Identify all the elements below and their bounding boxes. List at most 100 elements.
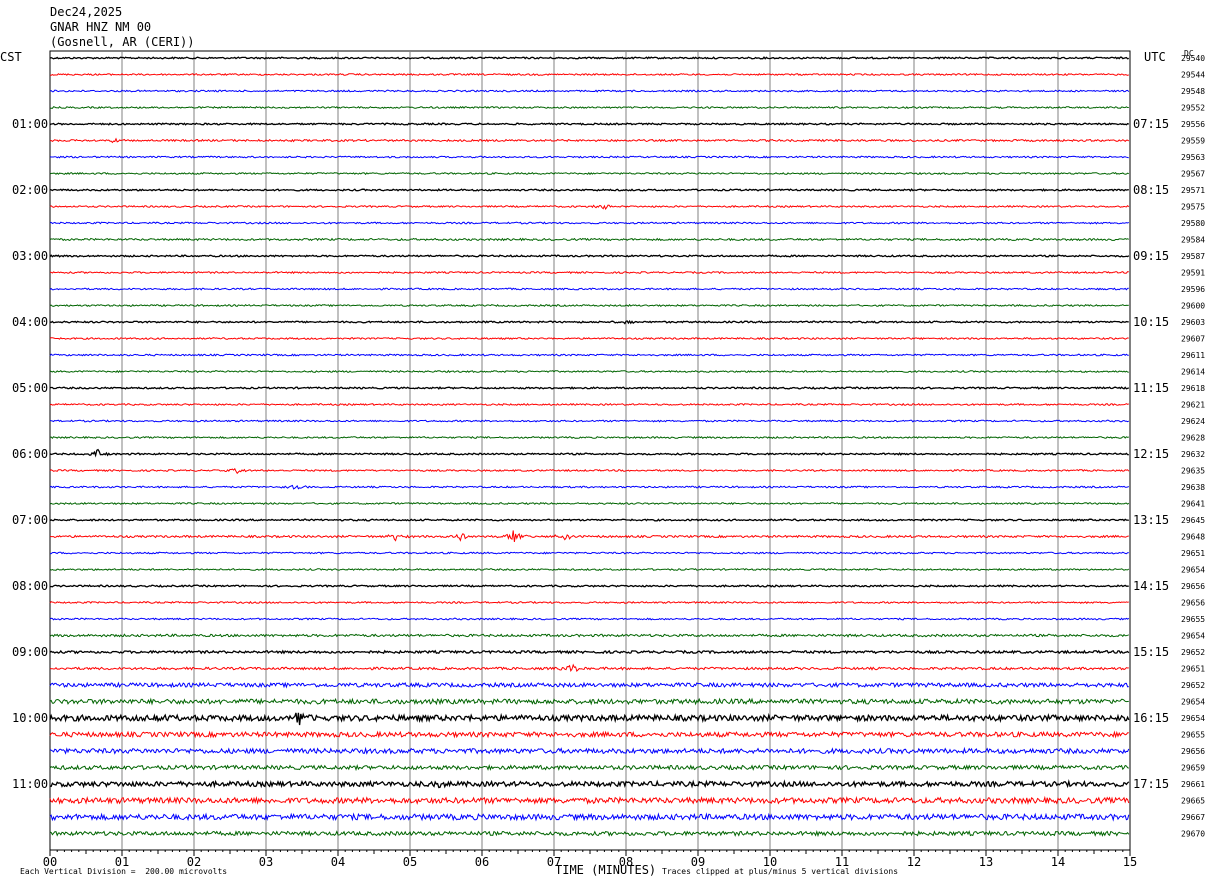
left-time-label: 07:00 (12, 513, 48, 527)
left-time-label: 11:00 (12, 777, 48, 791)
dc-offset-label: 29655 (1181, 615, 1205, 624)
x-tick-label-10: 10 (763, 855, 777, 869)
trace-row-34 (49, 600, 1129, 605)
trace-row-46 (49, 795, 1130, 806)
dc-offset-label: 29621 (1181, 401, 1205, 410)
dc-offset-label: 29628 (1181, 434, 1205, 443)
trace-row-15 (49, 287, 1129, 291)
dc-offset-label: 29624 (1181, 417, 1205, 426)
trace-row-28 (49, 501, 1130, 506)
trace-row-37 (49, 649, 1130, 655)
dc-offset-label: 29614 (1181, 368, 1205, 377)
trace-row-10 (49, 204, 1130, 211)
trace-row-7 (49, 155, 1129, 159)
trace-row-24 (49, 435, 1129, 440)
trace-row-9 (49, 188, 1129, 192)
trace-row-25 (49, 448, 1129, 458)
trace-row-26 (49, 467, 1130, 475)
trace-row-4 (49, 105, 1129, 110)
trace-row-43 (49, 746, 1130, 755)
dc-offset-label: 29651 (1181, 549, 1205, 558)
trace-row-41 (49, 712, 1130, 726)
dc-offset-label: 29654 (1181, 632, 1205, 641)
right-time-label: 16:15 (1133, 711, 1169, 725)
x-tick-label-01: 01 (115, 855, 129, 869)
x-axis-title: TIME (MINUTES) (555, 863, 657, 877)
dc-offset-label: 29670 (1181, 830, 1205, 839)
dc-offset-label: 29611 (1181, 351, 1205, 360)
dc-offset-label: 29641 (1181, 500, 1205, 509)
left-time-label: 08:00 (12, 579, 48, 593)
x-tick-label-11: 11 (835, 855, 849, 869)
trace-row-27 (49, 484, 1129, 490)
x-tick-label-03: 03 (259, 855, 273, 869)
dc-offset-label: 29618 (1181, 384, 1205, 393)
trace-row-23 (49, 419, 1130, 423)
trace-row-11 (49, 221, 1130, 225)
dc-offset-label: 29659 (1181, 764, 1205, 773)
trace-row-22 (49, 402, 1129, 407)
dc-offset-label: 29559 (1181, 137, 1205, 146)
trace-row-32 (49, 567, 1130, 572)
trace-row-16 (49, 303, 1129, 308)
trace-row-39 (49, 681, 1129, 689)
trace-row-6 (49, 137, 1130, 144)
header-date: Dec24,2025 (50, 5, 123, 19)
dc-offset-label: 29632 (1181, 450, 1205, 459)
trace-row-42 (49, 730, 1129, 739)
left-time-label: 04:00 (12, 315, 48, 329)
dc-offset-label: 29544 (1181, 71, 1205, 80)
trace-row-44 (49, 763, 1129, 772)
x-tick-label-00: 00 (43, 855, 57, 869)
dc-offset-label: 29600 (1181, 302, 1205, 311)
x-tick-label-02: 02 (187, 855, 201, 869)
dc-offset-label: 29596 (1181, 285, 1205, 294)
right-time-label: 10:15 (1133, 315, 1169, 329)
dc-offset-label: 29571 (1181, 186, 1205, 195)
left-zone-label: CST (0, 50, 22, 64)
right-time-label: 14:15 (1133, 579, 1169, 593)
trace-row-13 (49, 254, 1130, 258)
trace-row-2 (49, 72, 1129, 77)
left-time-label: 06:00 (12, 447, 48, 461)
trace-row-20 (49, 369, 1129, 374)
clipping-note: Traces clipped at plus/minus 5 vertical … (662, 867, 899, 876)
dc-offset-label: 29580 (1181, 219, 1205, 228)
dc-offset-label: 29661 (1181, 780, 1205, 789)
left-time-label: 10:00 (12, 711, 48, 725)
header-station: GNAR HNZ NM 00 (50, 20, 152, 34)
trace-row-33 (49, 584, 1129, 588)
trace-row-8 (49, 171, 1129, 176)
trace-row-19 (49, 353, 1129, 357)
trace-row-47 (49, 812, 1130, 822)
dc-offset-label: 29556 (1181, 120, 1205, 129)
dc-offset-label: 29654 (1181, 714, 1205, 723)
dc-offset-label: 29548 (1181, 87, 1205, 96)
dc-offset-label: 29651 (1181, 665, 1205, 674)
trace-row-5 (49, 122, 1130, 126)
x-tick-label-06: 06 (475, 855, 489, 869)
dc-offset-label: 29635 (1181, 467, 1205, 476)
left-time-label: 09:00 (12, 645, 48, 659)
x-tick-label-04: 04 (331, 855, 345, 869)
dc-offset-label: 29603 (1181, 318, 1205, 327)
trace-row-1 (49, 56, 1130, 60)
right-time-label: 09:15 (1133, 249, 1169, 263)
dc-offset-label: 29665 (1181, 797, 1205, 806)
x-tick-label-14: 14 (1051, 855, 1065, 869)
trace-row-36 (49, 633, 1129, 638)
trace-row-12 (49, 237, 1129, 242)
x-tick-label-07: 07 (547, 855, 561, 869)
left-time-label: 03:00 (12, 249, 48, 263)
dc-offset-label: 29656 (1181, 747, 1205, 756)
dc-offset-label: 29654 (1181, 698, 1205, 707)
dc-offset-label: 29654 (1181, 566, 1205, 575)
trace-row-48 (49, 829, 1130, 838)
trace-row-14 (49, 270, 1129, 275)
vertical-division-note: Each Vertical Division = 200.00 microvol… (20, 867, 228, 876)
right-time-label: 13:15 (1133, 513, 1169, 527)
trace-row-3 (49, 89, 1130, 93)
trace-row-45 (49, 779, 1130, 789)
trace-row-35 (49, 617, 1130, 621)
x-tick-label-08: 08 (619, 855, 633, 869)
